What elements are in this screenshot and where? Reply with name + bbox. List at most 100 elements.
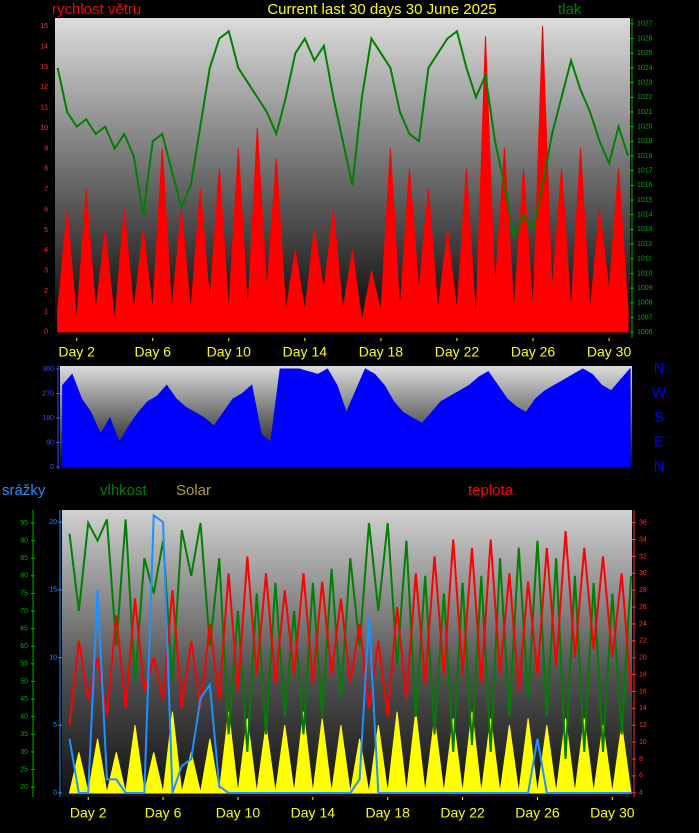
y-tick-label: 0	[50, 464, 54, 471]
y-tick-label: 0	[53, 790, 57, 797]
y2-tick-label: 4	[639, 790, 643, 797]
y2-tick-label: 8	[639, 756, 643, 763]
legend-entry: Solar	[176, 482, 211, 499]
y-tick-label: 10	[40, 125, 48, 132]
y2-tick-label: 24	[639, 621, 647, 628]
legend-entry: rychlost větru	[52, 1, 141, 18]
y-tick-label: 360	[42, 366, 54, 373]
y-tick-label: 14	[40, 43, 48, 50]
y-tick-label: 1	[44, 308, 48, 315]
y2-tick-label: 1023	[637, 79, 653, 86]
y2-tick-label: 1012	[637, 241, 653, 248]
y3-tick-label: 65	[20, 626, 28, 633]
legend-entry: tlak	[558, 1, 582, 18]
x-tick-label: Day 22	[435, 344, 480, 360]
y-tick-label: 3	[44, 268, 48, 275]
line	[68, 531, 633, 726]
y-tick-label: 20	[49, 519, 57, 526]
y3-tick-label: 90	[20, 537, 28, 544]
line	[68, 513, 632, 794]
x-tick-label: Day 2	[70, 805, 107, 821]
y2-tick-label: 1024	[637, 65, 653, 72]
y2-tick-label: E	[654, 433, 664, 450]
area	[62, 367, 631, 468]
y2-tick-label: 1027	[637, 21, 653, 28]
y-tick-label: 5	[53, 722, 57, 729]
y2-tick-label: 18	[639, 671, 647, 678]
y2-tick-label: 1013	[637, 226, 653, 233]
y3-tick-label: 85	[20, 555, 28, 562]
legend-entry: srážky	[2, 482, 46, 499]
y-tick-label: 2	[44, 288, 48, 295]
y2-tick-label: 1011	[637, 256, 652, 263]
y2-tick-label: 1010	[637, 270, 653, 277]
x-tick-label: Day 22	[440, 805, 485, 821]
y2-tick-label: 32	[639, 553, 647, 560]
x-tick-label: Day 26	[515, 805, 560, 821]
x-tick-label: Day 14	[283, 344, 328, 360]
y2-tick-label: 34	[639, 536, 647, 543]
x-tick-label: Day 10	[207, 344, 252, 360]
x-tick-label: Day 6	[134, 344, 171, 360]
y2-tick-label: 1014	[637, 212, 653, 219]
y2-tick-label: 1019	[637, 138, 653, 145]
x-tick-label: Day 14	[291, 805, 336, 821]
y-tick-label: 90	[46, 439, 54, 446]
legend-entry: vlhkost	[100, 482, 148, 499]
y2-tick-label: N	[654, 458, 665, 475]
y3-tick-label: 70	[20, 608, 28, 615]
y2-tick-label: W	[652, 384, 667, 401]
y3-tick-label: 60	[20, 643, 28, 650]
x-tick-label: Day 6	[145, 805, 182, 821]
y2-tick-label: 16	[639, 688, 647, 695]
y2-tick-label: N	[654, 360, 665, 377]
y-tick-label: 0	[44, 329, 48, 336]
y2-tick-label: 12	[639, 722, 647, 729]
line	[56, 29, 630, 241]
y-tick-label: 12	[40, 84, 48, 91]
chart-title: Current last 30 days 30 June 2025	[267, 1, 496, 18]
y-tick-label: 9	[44, 145, 48, 152]
y2-tick-label: 1017	[637, 168, 653, 175]
x-tick-label: Day 10	[216, 805, 261, 821]
y2-tick-label: 6	[639, 773, 643, 780]
x-tick-label: Day 18	[366, 805, 411, 821]
y2-tick-label: 10	[639, 739, 647, 746]
y-tick-label: 15	[49, 587, 57, 594]
y-tick-label: 180	[42, 415, 54, 422]
y3-tick-label: 45	[20, 696, 28, 703]
y2-tick-label: 1022	[637, 94, 653, 101]
y2-tick-label: 22	[639, 638, 647, 645]
y2-tick-label: 1007	[637, 314, 653, 321]
y-tick-label: 13	[40, 64, 48, 71]
x-tick-label: Day 18	[359, 344, 404, 360]
y2-tick-label: 1025	[637, 50, 653, 57]
y2-tick-label: 1009	[637, 285, 653, 292]
y3-tick-label: 35	[20, 731, 28, 738]
y3-tick-label: 95	[20, 520, 28, 527]
y2-tick-label: 20	[639, 655, 647, 662]
y3-tick-label: 75	[20, 590, 28, 597]
x-tick-label: Day 2	[58, 344, 95, 360]
y-tick-label: 5	[44, 227, 48, 234]
y2-tick-label: 30	[639, 570, 647, 577]
y3-tick-label: 55	[20, 661, 28, 668]
y2-tick-label: 36	[639, 520, 647, 527]
y2-tick-label: 1020	[637, 123, 653, 130]
y2-tick-label: 28	[639, 587, 647, 594]
y2-tick-label: 1026	[637, 35, 653, 42]
y2-tick-label: 1016	[637, 182, 653, 189]
legend-entry: teplota	[468, 482, 514, 499]
y3-tick-label: 30	[20, 749, 28, 756]
y2-tick-label: 1021	[637, 109, 653, 116]
x-tick-label: Day 26	[511, 344, 556, 360]
x-tick-label: Day 30	[590, 805, 635, 821]
y3-tick-label: 40	[20, 714, 28, 721]
y-tick-label: 10	[49, 654, 57, 661]
y-tick-label: 15	[40, 23, 48, 30]
y2-tick-label: 1008	[637, 300, 653, 307]
y-tick-label: 7	[44, 186, 48, 193]
y3-tick-label: 50	[20, 678, 28, 685]
y2-tick-label: 26	[639, 604, 647, 611]
